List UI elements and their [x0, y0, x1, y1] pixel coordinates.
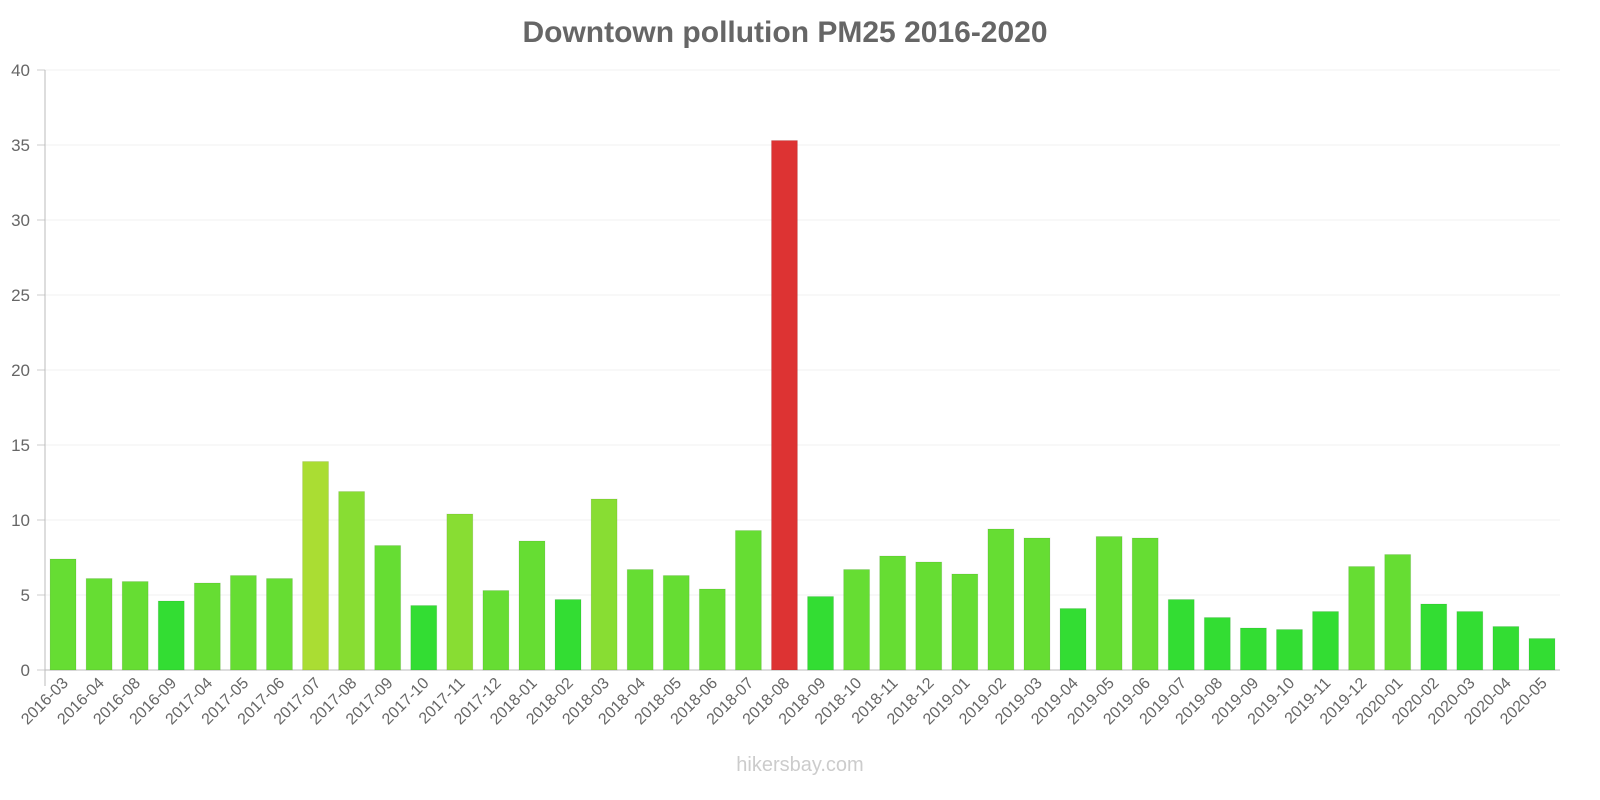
y-tick-label: 0 — [21, 661, 30, 680]
bar-2017-05 — [229, 575, 257, 671]
chart-title: Downtown pollution PM25 2016-2020 — [522, 16, 1048, 49]
bar-2018-04 — [626, 569, 654, 671]
y-tick-label: 40 — [11, 61, 30, 80]
bar-2017-06 — [265, 578, 293, 671]
y-tick-label: 35 — [11, 136, 30, 155]
bar-2018-11 — [879, 555, 907, 671]
bar-2019-12 — [1348, 566, 1376, 671]
bar-2019-05 — [1095, 536, 1123, 671]
bar-2018-02 — [554, 599, 582, 671]
bar-2019-01 — [951, 573, 979, 671]
y-tick-label: 20 — [11, 361, 30, 380]
bar-2018-05 — [662, 575, 690, 671]
bar-2018-06 — [698, 588, 726, 671]
bar-2016-08 — [121, 581, 149, 671]
bar-2018-07 — [734, 530, 762, 671]
bar-2019-02 — [987, 528, 1015, 671]
bar-2017-10 — [410, 605, 438, 671]
bar-2019-04 — [1059, 608, 1087, 671]
bar-2017-08 — [338, 491, 366, 671]
bar-2018-03 — [590, 498, 618, 671]
y-tick-label: 25 — [11, 286, 30, 305]
bar-2018-01 — [518, 540, 546, 671]
bar-2020-01 — [1384, 554, 1412, 671]
bar-2020-03 — [1456, 611, 1484, 671]
bar-2019-06 — [1131, 537, 1159, 671]
bar-2020-02 — [1420, 603, 1448, 671]
bar-2016-04 — [85, 578, 113, 671]
bar-2017-09 — [374, 545, 402, 671]
bar-2018-10 — [843, 569, 871, 671]
bar-2019-09 — [1239, 627, 1267, 671]
bar-2019-08 — [1203, 617, 1231, 671]
bar-2018-09 — [807, 596, 835, 671]
bar-2017-04 — [193, 582, 221, 671]
bar-2018-12 — [915, 561, 943, 671]
bar-2017-11 — [446, 513, 474, 671]
y-tick-label: 30 — [11, 211, 30, 230]
y-tick-label: 5 — [21, 586, 30, 605]
y-tick-label: 15 — [11, 436, 30, 455]
bar-2019-10 — [1275, 629, 1303, 671]
bar-2020-05 — [1528, 638, 1556, 671]
bar-2020-04 — [1492, 626, 1520, 671]
y-tick-label: 10 — [11, 511, 30, 530]
bar-2018-08 — [770, 140, 798, 671]
watermark-source: hikersbay.com — [736, 754, 864, 776]
bar-2019-03 — [1023, 537, 1051, 671]
bar-2019-07 — [1167, 599, 1195, 671]
bar-2019-11 — [1312, 611, 1340, 671]
bar-2016-03 — [49, 558, 77, 671]
bar-2017-12 — [482, 590, 510, 671]
bar-2017-07 — [302, 461, 330, 671]
bar-2016-09 — [157, 600, 185, 671]
